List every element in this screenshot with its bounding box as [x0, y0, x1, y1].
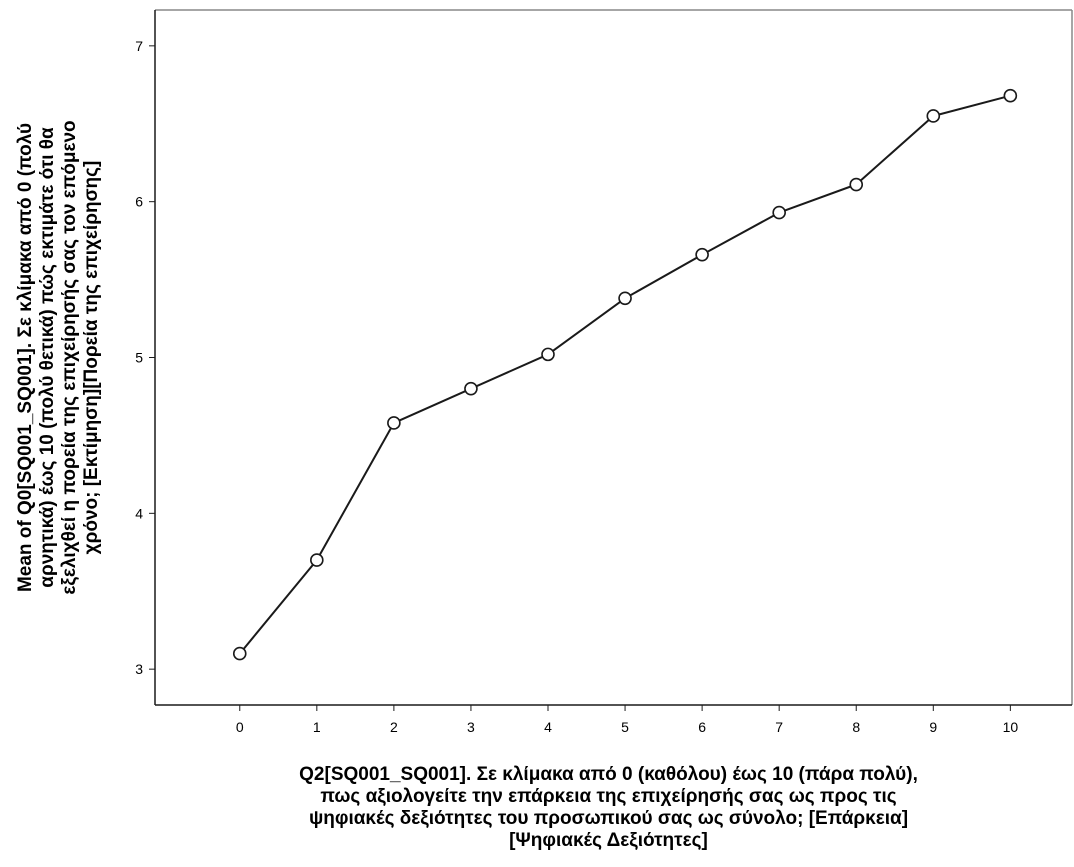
x-axis-title: Q2[SQ001_SQ001]. Σε κλίμακα από 0 (καθόλ… [299, 764, 918, 851]
data-point [232, 646, 247, 661]
y-axis-ticks: 3 4 5 6 7 [135, 38, 155, 677]
x-tick-label: 6 [698, 719, 706, 735]
x-tick-label: 10 [1003, 719, 1019, 735]
x-tick-label: 4 [544, 719, 552, 735]
y-axis-title-line: εξελιχθεί η πορεία της επιχείρησής σας τ… [59, 120, 80, 594]
x-tick-label: 2 [390, 719, 398, 735]
data-point [541, 347, 555, 362]
data-point [387, 416, 401, 430]
y-tick-label: 6 [135, 194, 143, 210]
series-layer [232, 88, 1018, 661]
x-axis-title-line: πως αξιολογείτε την επάρκεια της επιχείρ… [320, 786, 896, 807]
data-point [464, 381, 478, 396]
y-tick-label: 7 [135, 38, 143, 54]
y-tick-label: 5 [135, 350, 143, 366]
y-axis-title-line: αρνητικά) έως 10 (πολύ θετικά) πώς εκτιμ… [37, 127, 58, 588]
data-point [310, 553, 324, 567]
x-tick-label: 3 [467, 719, 475, 735]
x-tick-label: 0 [236, 719, 244, 735]
plot-frame [155, 9, 1073, 705]
x-tick-label: 9 [929, 719, 937, 735]
y-axis-title: Mean of Q0[SQ001_SQ001]. Σε κλίμακα από … [15, 120, 102, 594]
data-point [695, 247, 709, 262]
x-tick-label: 7 [775, 719, 783, 735]
data-point [926, 109, 941, 123]
data-point [849, 177, 864, 192]
x-tick-label: 1 [313, 719, 321, 735]
series-line [239, 94, 1011, 655]
y-tick-label: 4 [135, 505, 143, 521]
x-axis-ticks: 0 1 2 3 4 5 6 7 8 9 10 [236, 705, 1018, 735]
data-point [1003, 88, 1018, 103]
y-axis-title-line: χρόνο; [Εκτίμηση][Πορεία της επιχείρησης… [81, 161, 102, 555]
x-axis-title-line: [Ψηφιακές Δεξιότητες] [509, 830, 708, 851]
x-axis-title-line: Q2[SQ001_SQ001]. Σε κλίμακα από 0 (καθόλ… [299, 764, 918, 785]
x-tick-label: 5 [621, 719, 629, 735]
data-point [772, 205, 786, 220]
x-tick-label: 8 [852, 719, 860, 735]
y-tick-label: 3 [135, 661, 143, 677]
data-point [618, 291, 632, 306]
x-axis-title-line: ψηφιακές δεξιότητες του προσωπικού σας ω… [309, 808, 908, 829]
y-axis-title-line: Mean of Q0[SQ001_SQ001]. Σε κλίμακα από … [15, 123, 36, 592]
